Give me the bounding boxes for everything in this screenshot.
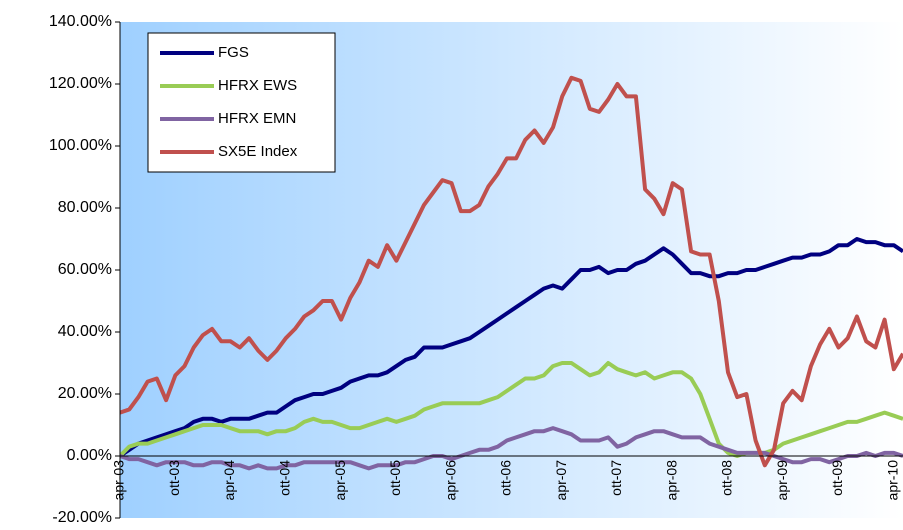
legend-label: HFRX EWS [218,77,297,94]
x-tick-label: ott-08 [719,460,735,496]
x-tick-label: apr-08 [663,460,679,501]
y-tick-label: 0.00% [67,447,112,464]
y-tick-label: 40.00% [58,323,112,340]
x-tick-label: apr-06 [442,460,458,501]
series-line [120,75,903,468]
y-tick-label: 60.00% [58,261,112,278]
y-tick-label: 140.00% [49,13,112,30]
y-tick-label: 20.00% [58,385,112,402]
y-tick-label: 120.00% [49,75,112,92]
legend-box [147,32,336,173]
y-tick-label: 100.00% [49,137,112,154]
x-tick-label: ott-04 [277,460,293,496]
x-tick-label: apr-09 [774,460,790,501]
x-tick-label: apr-05 [332,460,348,501]
x-tick-label: ott-09 [829,460,845,496]
x-tick-label: apr-03 [111,460,127,501]
x-tick-label: ott-06 [498,460,514,496]
x-tick-label: apr-04 [221,460,237,501]
x-tick-label: apr-10 [884,460,900,501]
y-tick-label: 80.00% [58,199,112,216]
series-line [120,237,903,458]
legend-label: HFRX EMN [218,110,296,127]
legend-label: SX5E Index [218,143,298,160]
y-tick-label: -20.00% [52,509,112,526]
series-layer [120,75,903,471]
x-tick-label: ott-03 [166,460,182,496]
legend-label: FGS [218,44,249,61]
x-tick-label: ott-05 [387,460,403,496]
x-tick-label: ott-07 [608,460,624,496]
x-tick-label: apr-07 [553,460,569,501]
